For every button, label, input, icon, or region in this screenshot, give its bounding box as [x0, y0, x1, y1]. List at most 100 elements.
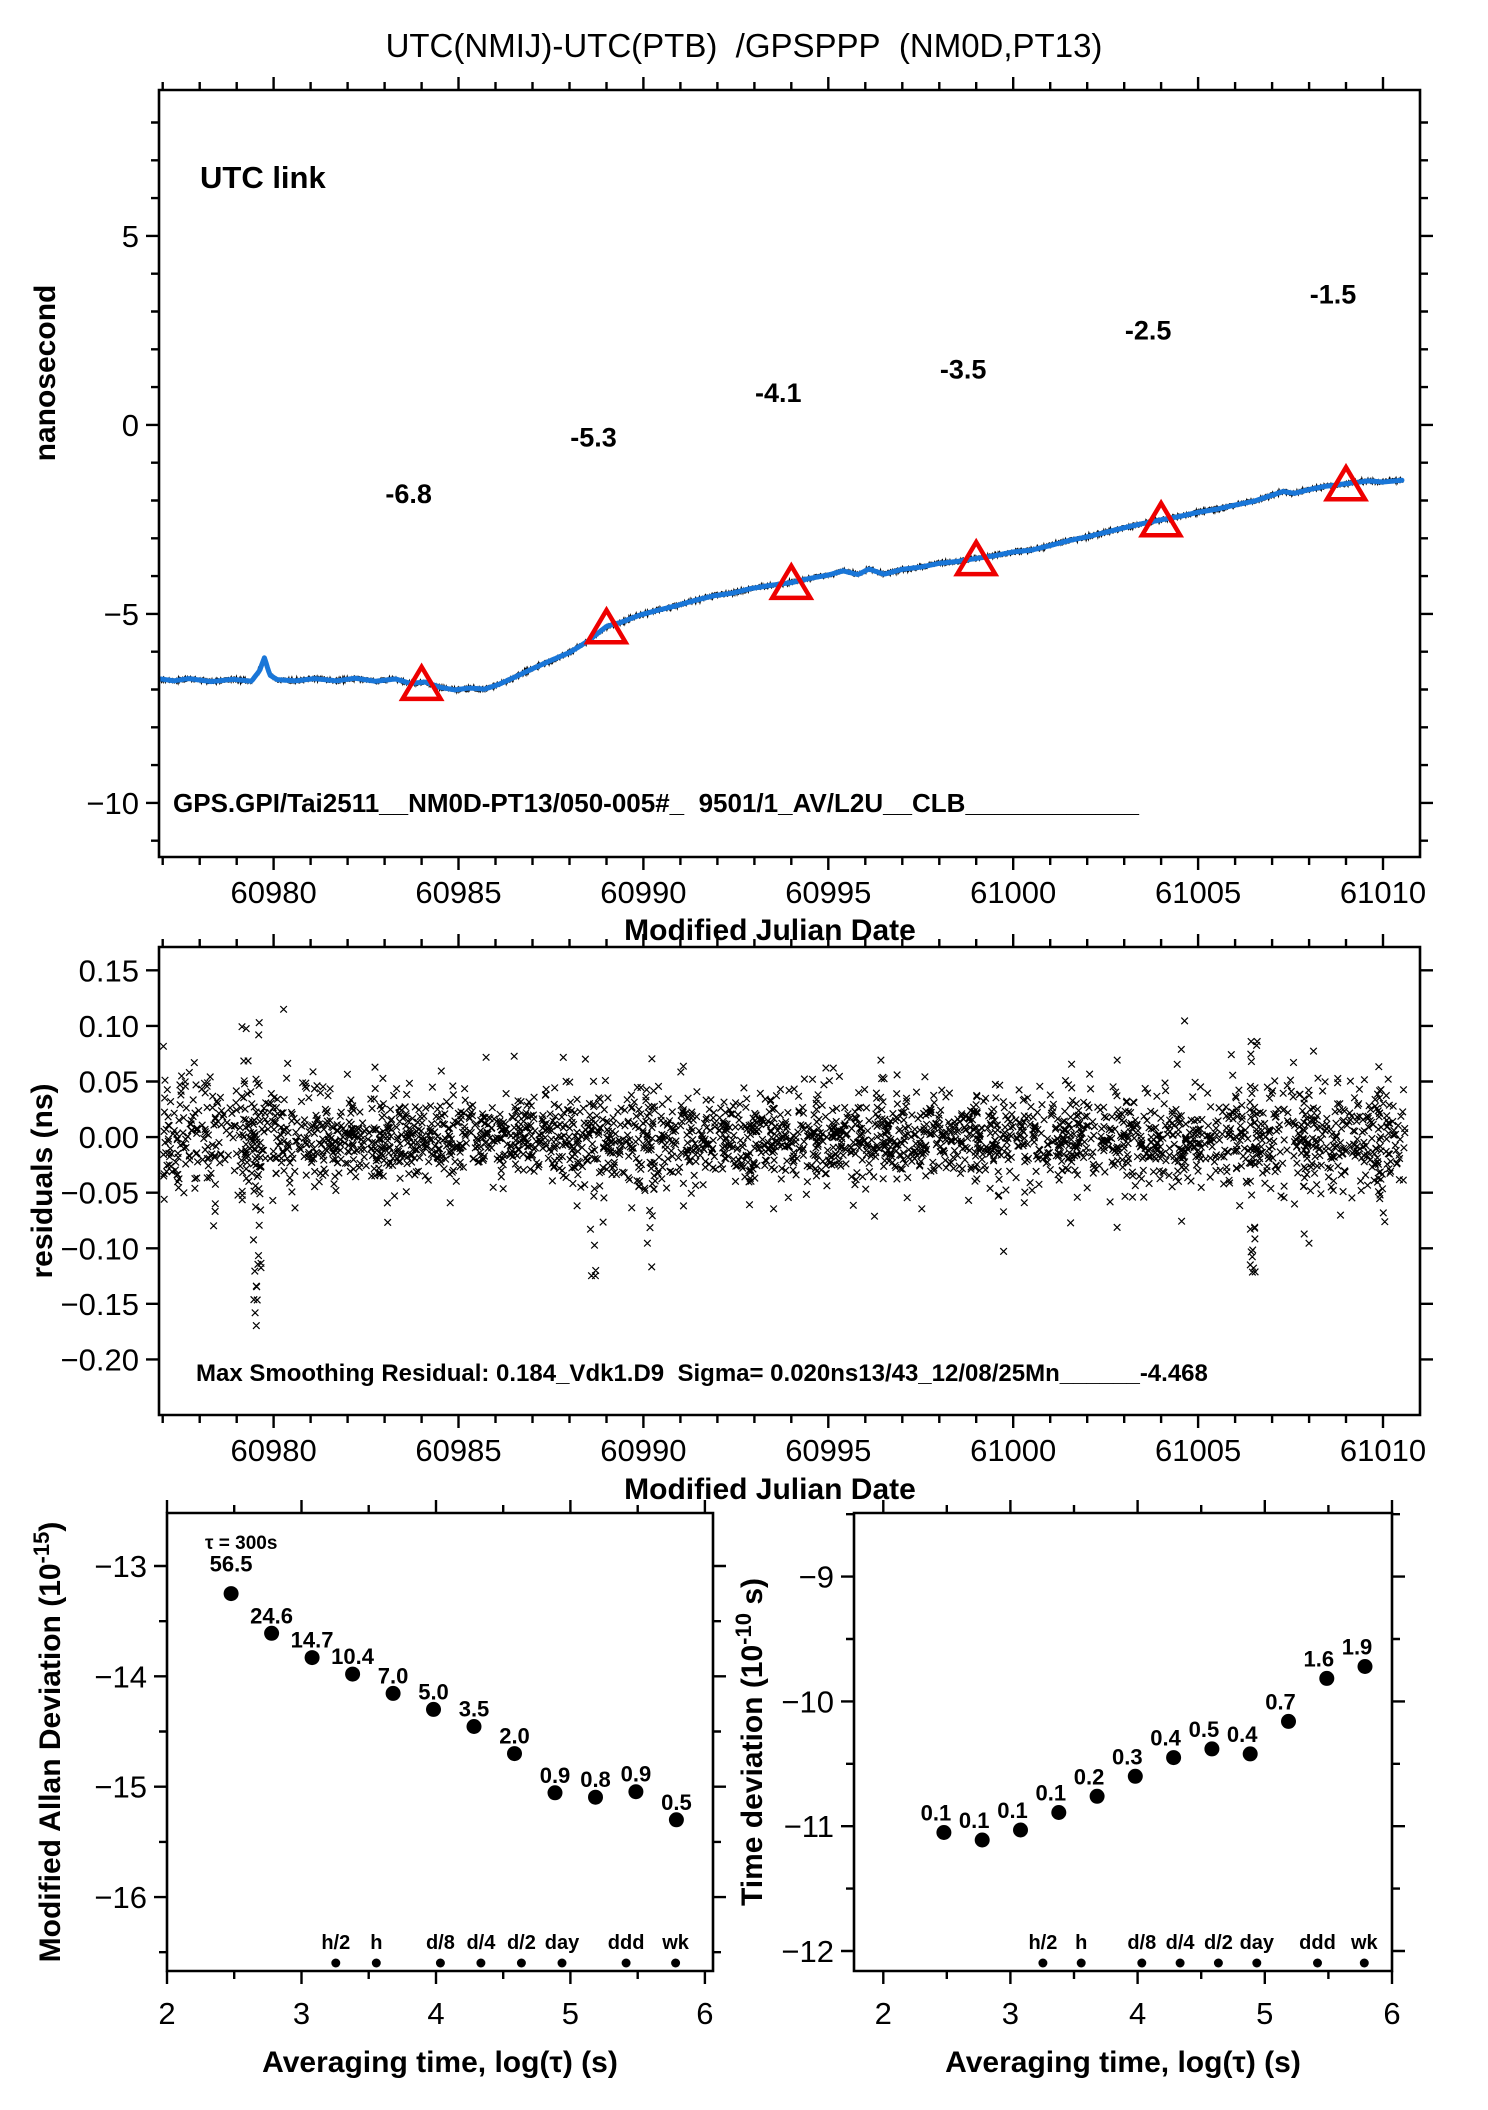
- x-tick-label: 5: [562, 1996, 579, 2031]
- data-point-label: 0.2: [1074, 1764, 1105, 1789]
- period-marker-dot: [1213, 1958, 1223, 1968]
- mdev-x-axis-title: Averaging time, log(τ) (s): [262, 2046, 618, 2079]
- tdev-y-axis-title-close: s): [736, 1578, 769, 1613]
- data-point: [547, 1785, 563, 1801]
- period-marker-label: d/8: [426, 1932, 455, 1954]
- data-point-label: 0.9: [621, 1762, 652, 1787]
- top-panel-utc-link-chart: -6.8 -5.3 -4.1 -3.5 -2.5 -1.5 60980 60985 60990 6…: [86, 77, 1433, 910]
- period-marker-dot: [557, 1958, 567, 1968]
- period-marker-label: h/2: [1028, 1932, 1057, 1954]
- plot-frame: [165, 1511, 715, 1973]
- period-marker-dot: [476, 1958, 486, 1968]
- middle-panel-residuals-chart: 60980 60985 60990 60995 61000 61005 61010 0.15 0…: [61, 934, 1433, 1468]
- x-tick-label: 60980: [230, 875, 316, 910]
- period-marker-label: wk: [661, 1932, 690, 1954]
- period-marker-dot: [1313, 1958, 1322, 1968]
- y-tick-label: −13: [94, 1549, 147, 1584]
- period-marker-label: wk: [1350, 1932, 1379, 1954]
- data-point-label: 14.7: [291, 1628, 334, 1653]
- data-point: [936, 1825, 952, 1840]
- data-point-label: 24.6: [250, 1603, 293, 1628]
- period-marker-label: d/4: [466, 1932, 496, 1954]
- tau-note: τ = 300s: [205, 1533, 277, 1554]
- data-point: [1204, 1741, 1220, 1757]
- y-tick-label: −0.05: [61, 1176, 139, 1211]
- calibration-value-label: -3.5: [940, 354, 987, 384]
- x-tick-label: 2: [158, 1996, 175, 2031]
- y-tick-label: −0.15: [61, 1287, 139, 1322]
- data-point-label: 3.5: [459, 1697, 490, 1722]
- plot-frame: [157, 945, 1422, 1417]
- x-tick-label: 61000: [970, 875, 1056, 910]
- data-point: [1051, 1805, 1067, 1820]
- x-tick-label: 61010: [1340, 875, 1426, 910]
- x-tick-label: 4: [427, 1996, 444, 2031]
- x-tick-label: 60980: [230, 1433, 316, 1468]
- y-tick-label: −5: [104, 597, 139, 632]
- data-point: [1242, 1746, 1258, 1762]
- period-marker-label: day: [1240, 1932, 1275, 1954]
- tdev-y-axis-title-base: Time deviation (10: [736, 1645, 769, 1906]
- data-point: [1357, 1659, 1373, 1674]
- top-panel-footer-annotation: GPS.GPI/Tai2511__NM0D-PT13/050-005#_ 950…: [173, 788, 1140, 818]
- period-marker-dot: [516, 1958, 526, 1968]
- period-marker-label: h: [370, 1932, 382, 1954]
- data-point-label: 0.8: [580, 1767, 611, 1792]
- y-tick-label: −12: [781, 1934, 834, 1969]
- data-point-label: 0.1: [1036, 1781, 1067, 1806]
- x-tick-label: 3: [293, 1996, 310, 2031]
- mdev-y-axis-title-superscript: -15: [29, 1532, 54, 1564]
- period-marker-label: ddd: [608, 1932, 645, 1954]
- tdev-y-axis-title: Time deviation (10-10 s): [731, 1578, 769, 1906]
- period-marker-dot: [1359, 1958, 1369, 1968]
- data-point: [466, 1719, 482, 1734]
- top-panel-y-axis-title: nanosecond: [29, 285, 62, 462]
- axis-ticks: [146, 934, 1433, 1428]
- data-point-label: 0.5: [661, 1790, 692, 1815]
- period-marker-label: d/2: [1204, 1932, 1233, 1954]
- data-point: [385, 1685, 401, 1701]
- period-marker-dot: [1038, 1958, 1048, 1968]
- y-tick-label: 0.10: [79, 1009, 139, 1044]
- x-tick-label: 5: [1256, 1996, 1273, 2031]
- data-point-label: 10.4: [331, 1644, 375, 1669]
- period-marker-label: d/4: [1166, 1932, 1196, 1954]
- x-tick-label: 2: [875, 1996, 892, 2031]
- plot-frame: [852, 1511, 1394, 1973]
- x-tick-label: 61000: [970, 1433, 1056, 1468]
- data-point-label: 5.0: [418, 1679, 449, 1704]
- data-point-label: 0.5: [1189, 1717, 1220, 1742]
- top-panel-x-axis-title: Modified Julian Date: [624, 914, 916, 947]
- y-tick-label: 5: [122, 219, 139, 254]
- x-tick-label: 61005: [1155, 1433, 1241, 1468]
- data-point: [1166, 1750, 1182, 1766]
- calibration-triangle-markers: [398, 462, 1369, 702]
- x-tick-label: 60985: [415, 1433, 501, 1468]
- period-marker-dot: [621, 1958, 631, 1968]
- data-point: [223, 1586, 239, 1602]
- data-point-label: 0.7: [1265, 1689, 1296, 1714]
- tdev-x-axis-title: Averaging time, log(τ) (s): [945, 2046, 1301, 2079]
- axis-ticks: [154, 1500, 726, 1984]
- calibration-value-label: -4.1: [755, 378, 802, 408]
- y-tick-label: −16: [94, 1880, 147, 1915]
- x-tick-label: 61010: [1340, 1433, 1426, 1468]
- calibration-value-label: -2.5: [1125, 316, 1172, 346]
- period-marker-label: day: [545, 1932, 580, 1954]
- data-point: [1281, 1713, 1296, 1729]
- y-tick-label: 0.15: [79, 953, 139, 988]
- plot-frame: [157, 88, 1422, 859]
- period-marker-label: d/2: [507, 1932, 536, 1954]
- data-point: [974, 1832, 990, 1848]
- period-marker-label: d/8: [1127, 1932, 1156, 1954]
- y-tick-label: −11: [784, 1809, 834, 1844]
- data-point-label: 0.1: [921, 1801, 952, 1826]
- period-marker-label: ddd: [1299, 1932, 1336, 1954]
- axis-ticks: [841, 1500, 1405, 1984]
- data-point-label: 1.9: [1342, 1635, 1373, 1660]
- data-point: [1319, 1670, 1335, 1686]
- period-marker-label: h/2: [321, 1932, 350, 1954]
- y-tick-label: −0.20: [61, 1342, 139, 1377]
- y-tick-label: 0.00: [79, 1120, 139, 1155]
